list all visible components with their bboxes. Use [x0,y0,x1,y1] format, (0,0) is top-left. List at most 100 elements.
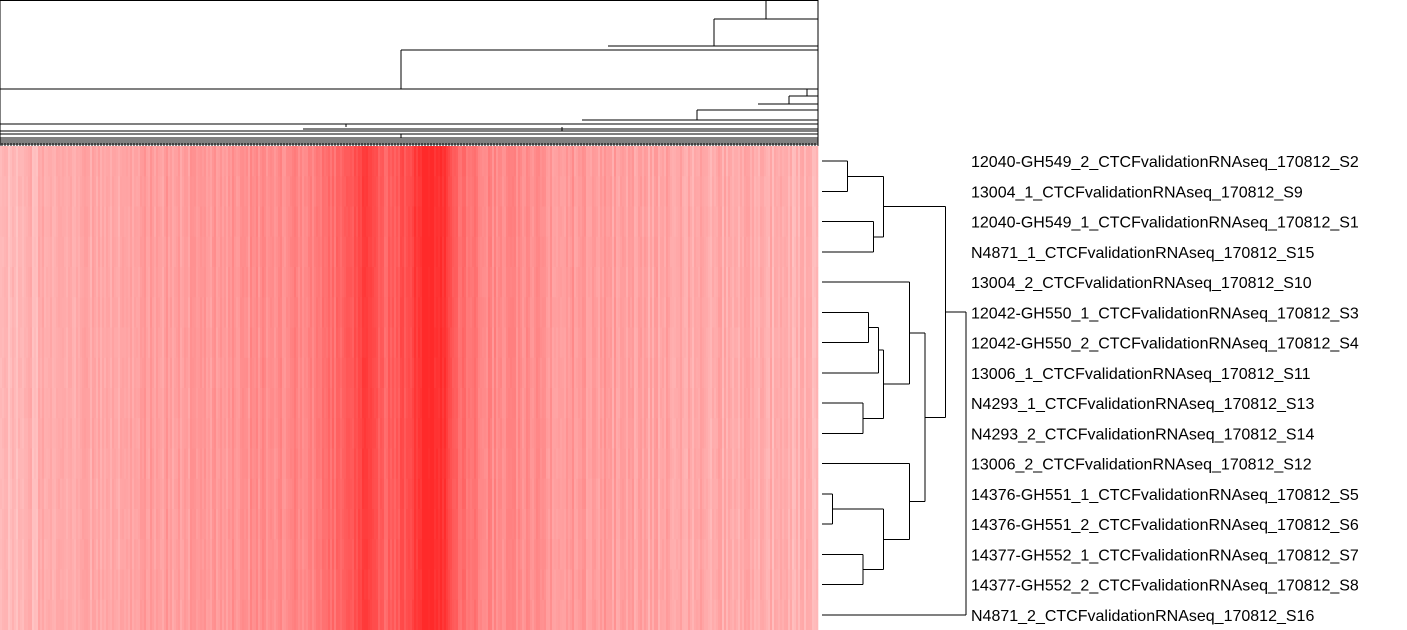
heatmap-cell [400,357,403,389]
heatmap-cell [94,539,97,570]
heatmap-cell [122,418,125,449]
heatmap-cell [442,599,445,630]
heatmap-cell [576,176,579,207]
heatmap-cell [114,146,117,177]
heatmap-cell [554,478,557,510]
heatmap-cell [6,599,9,630]
heatmap-cell [82,478,85,510]
heatmap-cell [192,176,195,207]
heatmap-cell [16,599,19,630]
heatmap-cell [150,176,153,207]
heatmap-cell [340,448,343,480]
heatmap-cell [308,297,311,328]
heatmap-cell [516,327,519,359]
heatmap-cell [504,418,507,449]
heatmap-cell [528,478,531,510]
heatmap-cell [134,236,137,268]
heatmap-cell [210,357,213,389]
heatmap-cell [382,509,385,540]
heatmap-cell [276,176,279,207]
heatmap-cell [170,418,173,449]
heatmap-cell [332,267,335,298]
heatmap-body [0,146,819,630]
heatmap-cell [220,569,223,601]
heatmap-cell [120,418,123,449]
heatmap-cell [8,599,11,630]
heatmap-cell [498,357,501,389]
heatmap-cell [472,357,475,389]
heatmap-cell [108,236,111,268]
heatmap-cell [26,206,29,238]
heatmap-cell [546,569,549,601]
heatmap-cell [570,267,573,298]
heatmap-cell [344,539,347,570]
heatmap-cell [362,478,365,510]
heatmap-cell [164,569,167,601]
heatmap-cell [340,539,343,570]
heatmap-cell [578,176,581,207]
heatmap-cell [64,539,67,570]
heatmap-cell [546,539,549,570]
heatmap-cell [144,418,147,449]
heatmap-cell [154,327,157,359]
heatmap-cell [318,388,321,419]
heatmap-cell [390,206,393,238]
heatmap-cell [116,236,119,268]
heatmap-cell [40,599,43,630]
heatmap-cell [304,478,307,510]
heatmap-cell [344,509,347,540]
heatmap-cell [234,539,237,570]
heatmap-cell [12,388,15,419]
heatmap-cell [270,509,273,540]
heatmap-cell [318,539,321,570]
heatmap-cell [240,388,243,419]
heatmap-cell [114,539,117,570]
heatmap-cell [170,478,173,510]
heatmap-cell [106,327,109,359]
heatmap-cell [482,357,485,389]
heatmap-cell [428,509,431,540]
heatmap-cell [134,539,137,570]
heatmap-cell [104,539,107,570]
heatmap-cell [76,236,79,268]
heatmap-cell [424,267,427,298]
heatmap-cell [212,599,215,630]
heatmap-cell [202,539,205,570]
heatmap-cell [370,539,373,570]
heatmap-cell [10,146,13,177]
heatmap-cell [500,509,503,540]
heatmap-cell [24,236,27,268]
heatmap-cell [242,176,245,207]
heatmap-cell [298,539,301,570]
heatmap-cell [336,388,339,419]
heatmap-cell [290,418,293,449]
heatmap-cell [506,327,509,359]
heatmap-cell [582,599,585,630]
heatmap-cell [172,146,175,177]
heatmap-cell [282,539,285,570]
heatmap-cell [12,539,15,570]
heatmap-cell [166,267,169,298]
heatmap-cell [524,236,527,268]
heatmap-cell [132,327,135,359]
heatmap-cell [20,599,23,630]
heatmap-cell [462,509,465,540]
heatmap-cell [272,478,275,510]
heatmap-cell [264,297,267,328]
heatmap-cell [402,448,405,480]
heatmap-cell [236,569,239,601]
heatmap-cell [376,146,379,177]
heatmap-cell [86,418,89,449]
heatmap-cell [468,327,471,359]
heatmap-cell [562,388,565,419]
heatmap-cell [370,267,373,298]
heatmap-cell [64,176,67,207]
heatmap-cell [212,418,215,449]
heatmap-cell [354,297,357,328]
heatmap-cell [244,599,247,630]
heatmap-cell [222,176,225,207]
heatmap-cell [230,569,233,601]
heatmap-cell [566,418,569,449]
heatmap-cell [150,146,153,177]
heatmap-cell [508,206,511,238]
